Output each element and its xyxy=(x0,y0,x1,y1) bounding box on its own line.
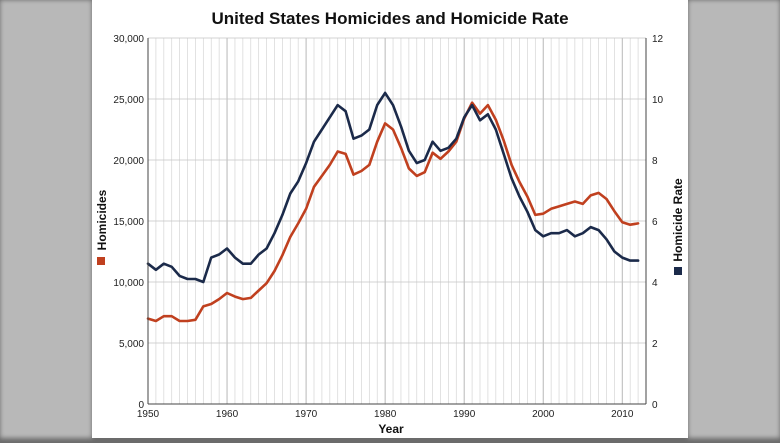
lines-layer xyxy=(146,91,640,323)
rate-legend-swatch xyxy=(674,267,682,275)
y-axis-title: Homicides xyxy=(95,189,109,265)
homicides-line xyxy=(146,101,640,323)
x-tick-label: 2010 xyxy=(611,409,634,420)
chart-title: United States Homicides and Homicide Rat… xyxy=(211,9,568,28)
blurred-background-right xyxy=(688,0,780,438)
x-tick-label: 1990 xyxy=(453,409,476,420)
y2-axis-title: Homicide Rate xyxy=(671,178,685,275)
y-tick-label: 30,000 xyxy=(113,34,144,45)
y2-tick-label: 2 xyxy=(652,339,658,350)
x-axis-title: Year xyxy=(378,422,404,436)
y2-tick-label: 4 xyxy=(652,278,658,289)
x-tick-label: 1970 xyxy=(295,409,318,420)
y2-tick-label: 12 xyxy=(652,34,664,45)
y-tick-label: 25,000 xyxy=(113,95,144,106)
axis-layer: 0 5,000 10,000 15,000 20,000 25,000 30,000 0 2 4 6… xyxy=(113,34,663,420)
y-tick-label: 10,000 xyxy=(113,278,144,289)
x-tick-label: 1980 xyxy=(374,409,397,420)
x-tick-label: 1950 xyxy=(137,409,160,420)
y-tick-label: 5,000 xyxy=(119,339,144,350)
y2-tick-label: 10 xyxy=(652,95,664,106)
homicide-chart: 0 5,000 10,000 15,000 20,000 25,000 30,000 0 2 4 6… xyxy=(95,9,685,436)
x-tick-label: 2000 xyxy=(532,409,555,420)
x-tick-label: 1960 xyxy=(216,409,239,420)
homicide-rate-line xyxy=(146,91,640,284)
chart-card: 0 5,000 10,000 15,000 20,000 25,000 30,000 0 2 4 6… xyxy=(92,0,688,438)
y-tick-label: 0 xyxy=(138,400,144,411)
y2-tick-label: 8 xyxy=(652,156,658,167)
y2-axis-title-text: Homicide Rate xyxy=(671,178,685,262)
y2-tick-label: 6 xyxy=(652,217,658,228)
y-tick-label: 20,000 xyxy=(113,156,144,167)
y-tick-label: 15,000 xyxy=(113,217,144,228)
homicides-legend-swatch xyxy=(97,257,105,265)
grid-layer xyxy=(147,37,647,405)
y-axis-title-text: Homicides xyxy=(95,189,109,250)
y2-tick-label: 0 xyxy=(652,400,658,411)
blurred-background-left xyxy=(0,0,92,438)
